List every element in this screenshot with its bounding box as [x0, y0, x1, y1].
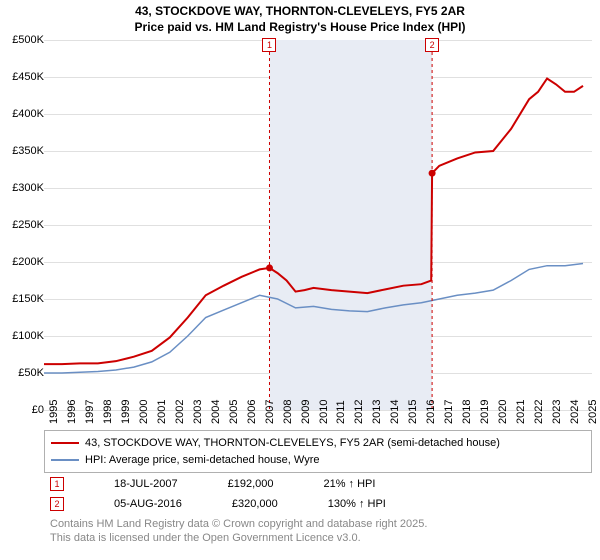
- sales-list: 1 18-JUL-2007 £192,000 21% ↑ HPI 2 05-AUG-201…: [44, 473, 592, 513]
- ytick-label: £250K: [4, 219, 44, 231]
- legend-box: 43, STOCKDOVE WAY, THORNTON-CLEVELEYS, F…: [44, 430, 592, 473]
- xtick-label: 2009: [300, 400, 312, 424]
- legend-swatch-2: [51, 459, 79, 461]
- xtick-label: 2017: [443, 400, 455, 424]
- sale-delta: 21% ↑ HPI: [323, 478, 375, 490]
- xtick-label: 1996: [66, 400, 78, 424]
- sale-delta: 130% ↑ HPI: [328, 498, 386, 510]
- xtick-label: 2020: [497, 400, 509, 424]
- xtick-label: 2004: [210, 400, 222, 424]
- chart-plot-area: [44, 40, 592, 410]
- xtick-label: 2018: [461, 400, 473, 424]
- ytick-label: £300K: [4, 182, 44, 194]
- sale-row: 2 05-AUG-2016 £320,000 130% ↑ HPI: [44, 493, 592, 513]
- legend-swatch-1: [51, 442, 79, 444]
- legend-label-2: HPI: Average price, semi-detached house,…: [85, 452, 319, 469]
- xtick-label: 2015: [407, 400, 419, 424]
- sale-date: 18-JUL-2007: [114, 478, 178, 490]
- xtick-label: 2021: [515, 400, 527, 424]
- xtick-label: 1999: [120, 400, 132, 424]
- xtick-label: 2005: [228, 400, 240, 424]
- xtick-label: 1998: [102, 400, 114, 424]
- ytick-label: £100K: [4, 330, 44, 342]
- sale-marker-number: 2: [425, 38, 439, 52]
- sale-row-marker: 1: [50, 477, 64, 491]
- ytick-label: £200K: [4, 256, 44, 268]
- legend-and-footer: 43, STOCKDOVE WAY, THORNTON-CLEVELEYS, F…: [44, 430, 592, 546]
- sale-marker-dot: [266, 264, 273, 271]
- xtick-label: 2002: [174, 400, 186, 424]
- footer-line-1: Contains HM Land Registry data © Crown c…: [50, 517, 592, 531]
- xtick-label: 2019: [479, 400, 491, 424]
- xtick-label: 2003: [192, 400, 204, 424]
- chart-title-2: Price paid vs. HM Land Registry's House …: [0, 20, 600, 36]
- ytick-label: £450K: [4, 71, 44, 83]
- xtick-label: 1995: [48, 400, 60, 424]
- xtick-label: 2024: [569, 400, 581, 424]
- ytick-label: £50K: [4, 367, 44, 379]
- legend-row-1: 43, STOCKDOVE WAY, THORNTON-CLEVELEYS, F…: [51, 435, 585, 452]
- ytick-label: £0: [4, 404, 44, 416]
- xtick-label: 2023: [551, 400, 563, 424]
- sale-marker-number: 1: [262, 38, 276, 52]
- legend-label-1: 43, STOCKDOVE WAY, THORNTON-CLEVELEYS, F…: [85, 435, 500, 452]
- footer-note: Contains HM Land Registry data © Crown c…: [44, 513, 592, 546]
- ytick-label: £350K: [4, 145, 44, 157]
- chart-title-1: 43, STOCKDOVE WAY, THORNTON-CLEVELEYS, F…: [0, 4, 600, 20]
- sale-price: £192,000: [228, 478, 274, 490]
- xtick-label: 2016: [425, 400, 437, 424]
- legend-row-2: HPI: Average price, semi-detached house,…: [51, 452, 585, 469]
- ytick-label: £400K: [4, 108, 44, 120]
- xtick-label: 2012: [353, 400, 365, 424]
- xtick-label: 2001: [156, 400, 168, 424]
- sale-marker-dot: [429, 170, 436, 177]
- xtick-label: 2014: [389, 400, 401, 424]
- xtick-label: 2000: [138, 400, 150, 424]
- xtick-label: 2007: [264, 400, 276, 424]
- xtick-label: 2006: [246, 400, 258, 424]
- ytick-label: £500K: [4, 34, 44, 46]
- xtick-label: 1997: [84, 400, 96, 424]
- xtick-label: 2011: [335, 400, 347, 424]
- footer-line-2: This data is licensed under the Open Gov…: [50, 531, 592, 545]
- xtick-label: 2025: [587, 400, 599, 424]
- sale-price: £320,000: [232, 498, 278, 510]
- xtick-label: 2022: [533, 400, 545, 424]
- sale-row: 1 18-JUL-2007 £192,000 21% ↑ HPI: [44, 473, 592, 493]
- xtick-label: 2010: [318, 400, 330, 424]
- xtick-label: 2008: [282, 400, 294, 424]
- ytick-label: £150K: [4, 293, 44, 305]
- sale-band: [269, 40, 432, 410]
- sale-row-marker: 2: [50, 497, 64, 511]
- xtick-label: 2013: [371, 400, 383, 424]
- sale-date: 05-AUG-2016: [114, 498, 182, 510]
